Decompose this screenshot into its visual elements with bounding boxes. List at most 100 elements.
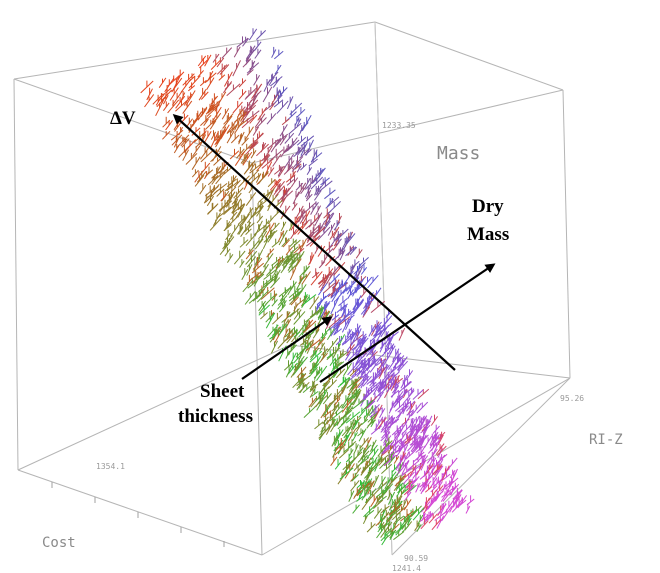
data-glyph bbox=[327, 379, 337, 390]
data-glyph bbox=[304, 177, 311, 189]
data-glyph bbox=[392, 382, 401, 389]
data-glyph bbox=[296, 299, 305, 306]
data-glyph bbox=[209, 120, 217, 130]
data-glyph bbox=[343, 362, 352, 377]
delta-v-arrow bbox=[172, 113, 456, 371]
data-glyph bbox=[338, 385, 346, 400]
data-glyph bbox=[331, 404, 339, 412]
data-glyph bbox=[226, 124, 238, 134]
data-glyph bbox=[170, 129, 184, 141]
data-glyph bbox=[352, 388, 361, 400]
data-glyph bbox=[366, 467, 374, 479]
dry-mass-label-line2: Mass bbox=[467, 224, 509, 245]
data-glyph bbox=[258, 204, 264, 214]
data-glyph bbox=[357, 490, 364, 501]
data-glyph bbox=[352, 504, 360, 514]
data-glyph bbox=[224, 248, 231, 257]
data-glyph bbox=[283, 255, 295, 269]
data-glyph bbox=[383, 421, 391, 434]
data-glyph bbox=[245, 58, 251, 66]
data-glyph bbox=[346, 418, 356, 434]
data-glyph bbox=[316, 367, 323, 375]
data-glyph bbox=[338, 298, 348, 307]
data-glyph bbox=[216, 206, 232, 219]
data-glyph bbox=[384, 419, 397, 433]
data-glyph bbox=[246, 264, 253, 276]
data-glyph bbox=[435, 443, 445, 455]
data-glyph bbox=[349, 368, 358, 377]
data-glyph bbox=[397, 427, 404, 437]
data-glyph bbox=[217, 91, 227, 105]
data-glyph bbox=[417, 388, 430, 400]
data-glyph bbox=[381, 463, 393, 474]
data-glyph bbox=[432, 425, 440, 434]
data-glyph bbox=[210, 132, 219, 148]
data-glyph bbox=[223, 167, 232, 175]
data-glyph bbox=[367, 349, 377, 362]
data-glyph bbox=[347, 441, 357, 449]
data-glyph bbox=[247, 256, 257, 268]
data-glyph bbox=[315, 295, 327, 310]
data-glyph bbox=[334, 398, 341, 406]
data-glyph bbox=[265, 312, 275, 323]
delta-v-label: ΔV bbox=[110, 108, 136, 129]
data-glyph bbox=[387, 445, 394, 454]
data-glyph bbox=[249, 163, 256, 172]
cost-axis-ticks bbox=[51, 482, 225, 547]
data-glyph bbox=[432, 439, 441, 455]
data-glyph bbox=[397, 356, 408, 371]
data-glyph bbox=[417, 454, 426, 461]
data-glyph bbox=[293, 146, 306, 158]
data-glyph bbox=[220, 193, 228, 202]
data-glyph bbox=[401, 488, 409, 495]
data-glyph bbox=[226, 178, 237, 187]
data-glyph bbox=[222, 115, 233, 129]
data-glyph bbox=[227, 216, 239, 227]
data-glyph bbox=[388, 456, 396, 466]
data-glyph bbox=[343, 432, 351, 446]
data-glyph bbox=[335, 429, 344, 442]
data-glyph bbox=[397, 478, 405, 485]
data-glyph bbox=[211, 176, 219, 185]
data-glyph bbox=[283, 362, 293, 371]
data-glyph bbox=[363, 504, 377, 518]
data-glyph bbox=[352, 392, 361, 406]
data-glyph bbox=[350, 260, 360, 270]
data-glyph bbox=[378, 458, 386, 466]
data-glyph bbox=[311, 271, 320, 279]
data-glyph bbox=[210, 151, 222, 163]
data-glyph bbox=[366, 489, 379, 503]
data-glyph bbox=[256, 117, 267, 129]
data-glyph bbox=[241, 117, 253, 129]
data-glyph bbox=[291, 160, 302, 172]
data-glyph bbox=[394, 391, 404, 404]
data-glyph bbox=[286, 329, 299, 344]
data-glyph bbox=[239, 239, 249, 248]
data-glyph bbox=[377, 384, 387, 392]
data-glyph bbox=[306, 339, 315, 354]
data-glyph bbox=[378, 515, 386, 529]
data-glyph bbox=[424, 463, 434, 476]
data-glyph bbox=[323, 282, 336, 294]
data-glyph bbox=[182, 100, 193, 114]
data-glyph bbox=[223, 113, 234, 125]
data-glyph bbox=[312, 329, 320, 339]
data-glyph bbox=[410, 402, 422, 417]
data-glyph bbox=[296, 118, 302, 127]
data-glyph bbox=[288, 122, 302, 135]
data-glyph bbox=[162, 119, 171, 128]
data-glyph bbox=[284, 132, 295, 144]
data-glyph bbox=[380, 432, 391, 442]
data-glyph bbox=[376, 391, 384, 402]
data-glyph bbox=[419, 435, 427, 448]
data-glyph bbox=[358, 428, 367, 442]
data-glyph bbox=[286, 96, 294, 110]
data-glyph bbox=[245, 228, 252, 235]
data-glyph bbox=[319, 276, 329, 292]
data-glyph bbox=[178, 126, 184, 136]
data-glyph bbox=[333, 431, 341, 445]
data-glyph bbox=[365, 480, 375, 492]
data-glyph bbox=[326, 337, 339, 353]
data-glyph bbox=[274, 139, 282, 148]
data-glyph bbox=[140, 80, 154, 94]
